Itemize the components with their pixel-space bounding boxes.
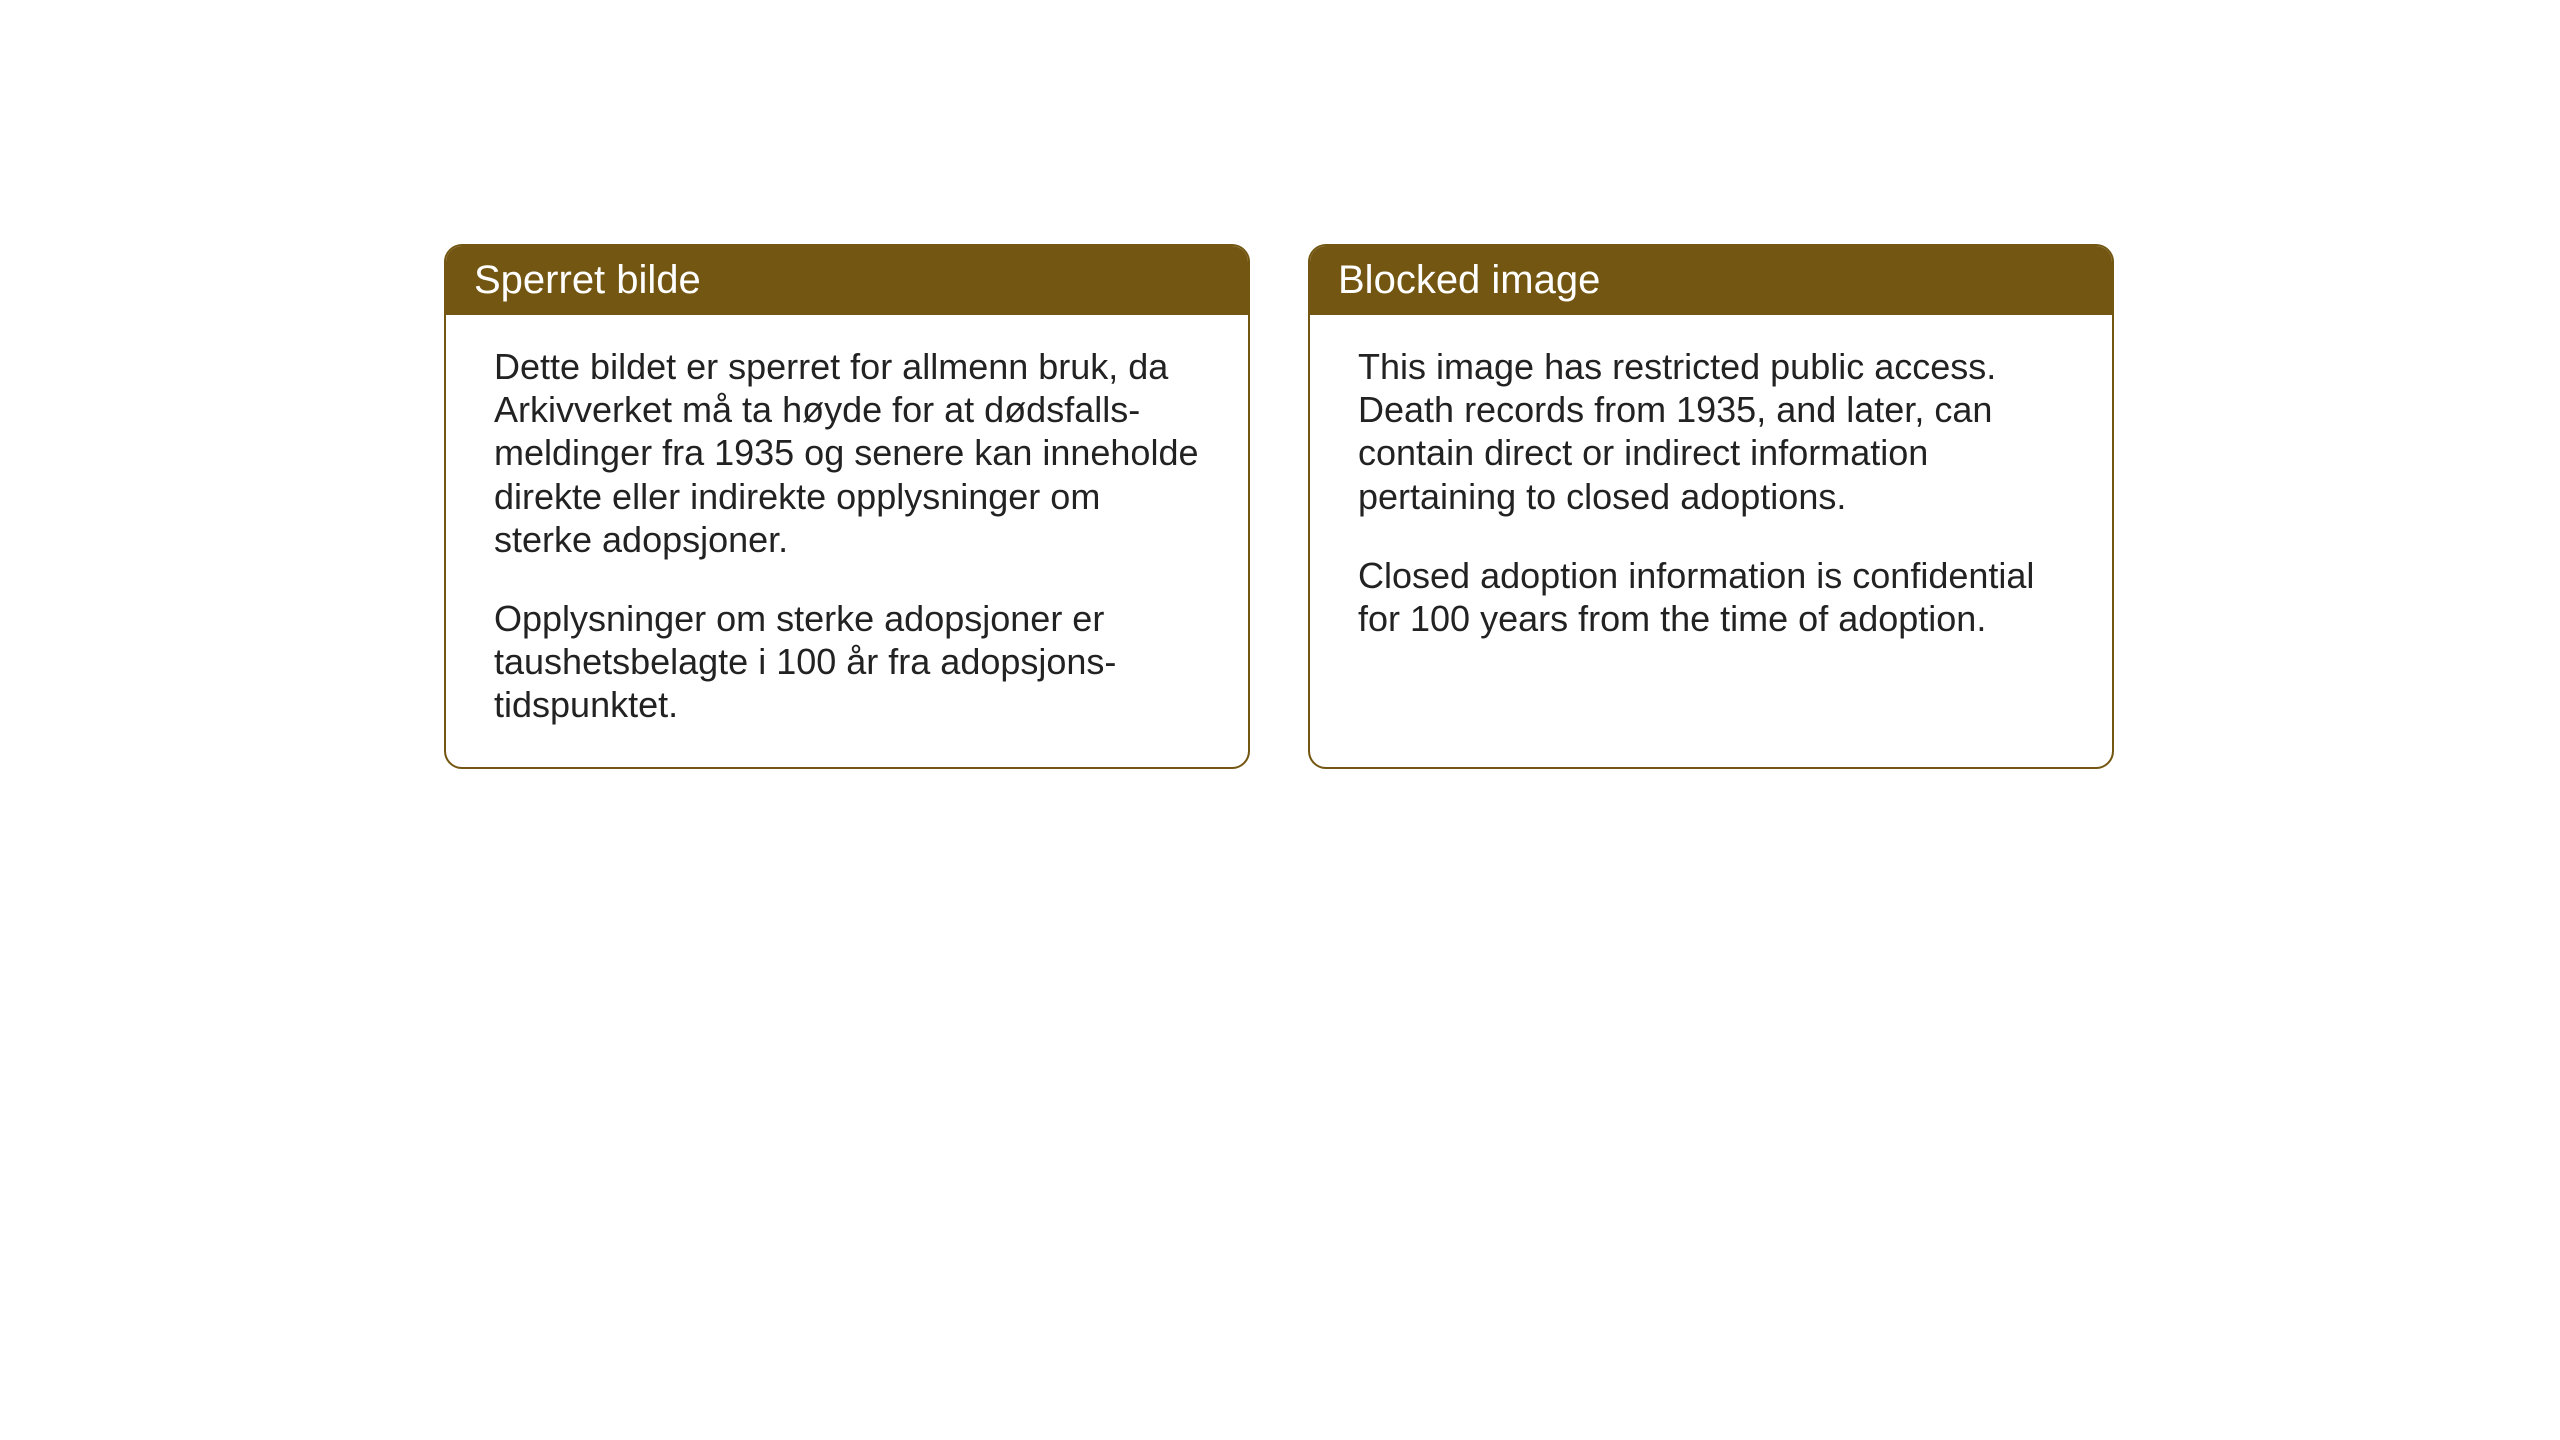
norwegian-header-text: Sperret bilde	[474, 258, 701, 302]
english-paragraph-1: This image has restricted public access.…	[1358, 345, 2064, 518]
english-card-header: Blocked image	[1310, 246, 2112, 315]
english-header-text: Blocked image	[1338, 258, 1600, 302]
norwegian-paragraph-2: Opplysninger om sterke adopsjoner er tau…	[494, 597, 1200, 727]
norwegian-card-body: Dette bildet er sperret for allmenn bruk…	[446, 315, 1248, 767]
norwegian-card-header: Sperret bilde	[446, 246, 1248, 315]
notice-cards-container: Sperret bilde Dette bildet er sperret fo…	[444, 244, 2114, 769]
english-paragraph-2: Closed adoption information is confident…	[1358, 554, 2064, 640]
norwegian-notice-card: Sperret bilde Dette bildet er sperret fo…	[444, 244, 1250, 769]
english-notice-card: Blocked image This image has restricted …	[1308, 244, 2114, 769]
english-card-body: This image has restricted public access.…	[1310, 315, 2112, 680]
norwegian-paragraph-1: Dette bildet er sperret for allmenn bruk…	[494, 345, 1200, 561]
